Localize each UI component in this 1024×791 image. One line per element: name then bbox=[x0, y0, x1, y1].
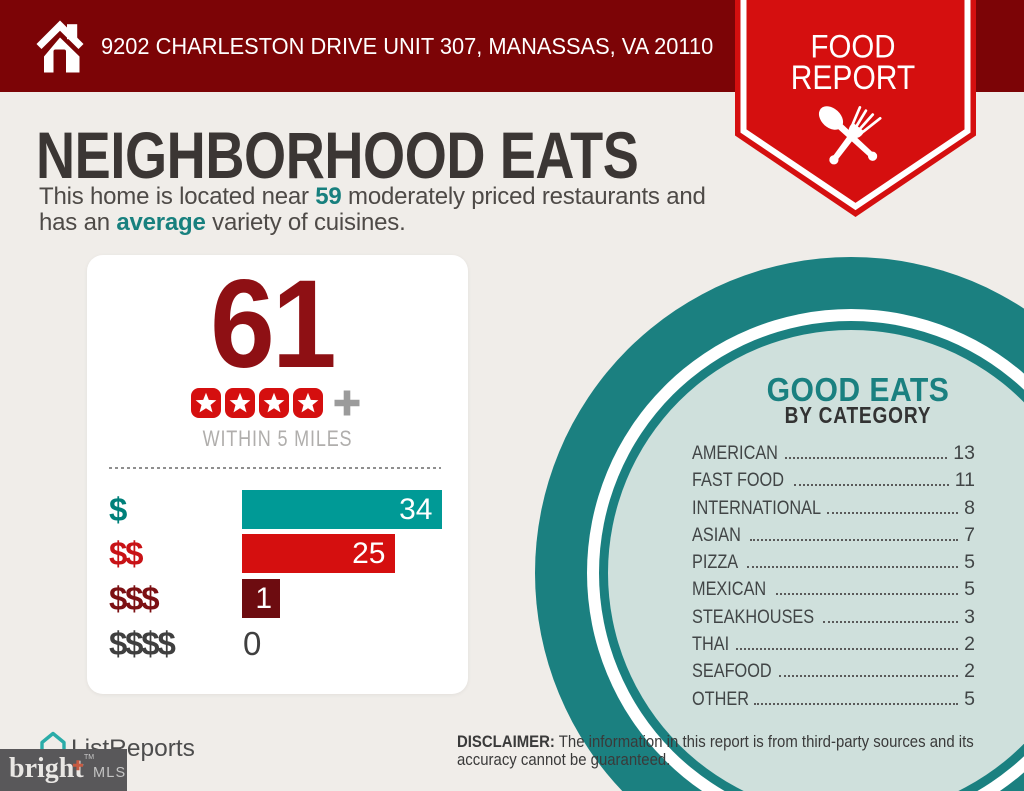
svg-text:FOOD: FOOD bbox=[811, 29, 896, 65]
svg-text:REPORT: REPORT bbox=[791, 59, 916, 97]
